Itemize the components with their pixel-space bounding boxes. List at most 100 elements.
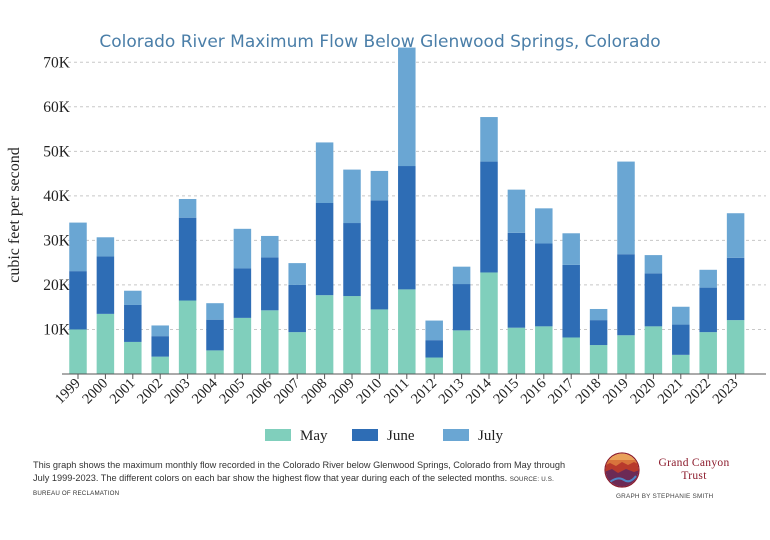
y-tick-label: 10K — [43, 321, 71, 338]
bar-may-2015 — [507, 327, 526, 374]
x-tick-label: 2021 — [655, 376, 687, 408]
logo-line-1: Grand Canyon — [658, 457, 730, 469]
bar-june-2021 — [672, 324, 690, 355]
y-tick-label: 60K — [43, 99, 71, 116]
bar-may-2000 — [96, 313, 115, 374]
bar-may-2023 — [726, 320, 745, 374]
x-tick-label: 2022 — [682, 376, 714, 408]
bar-june-2010 — [370, 200, 389, 310]
x-tick-label: 1999 — [52, 376, 84, 408]
x-tick-label: 2020 — [627, 376, 659, 408]
bar-july-2002 — [151, 325, 169, 337]
x-tick-label: 2002 — [134, 376, 166, 408]
x-tick-label: 2017 — [545, 376, 577, 408]
graph-credit: GRAPH BY STEPHANIE SMITH — [616, 493, 714, 500]
bar-june-2014 — [480, 161, 498, 273]
source-note: SOURCE: U.S. BUREAU OF RECLAMATION — [33, 475, 555, 498]
bar-june-2017 — [562, 264, 580, 338]
x-tick-label: 2003 — [162, 376, 194, 408]
bar-june-2012 — [425, 340, 443, 358]
bar-may-2010 — [370, 309, 389, 374]
bar-may-2001 — [124, 341, 142, 374]
bar-june-2009 — [343, 223, 361, 297]
bar-may-2006 — [261, 310, 279, 374]
bar-july-2011 — [398, 47, 416, 167]
bar-july-2004 — [206, 303, 224, 320]
bar-may-2008 — [315, 295, 334, 374]
bar-june-2007 — [288, 284, 306, 333]
bar-july-2009 — [343, 169, 361, 224]
x-tick-label: 2001 — [107, 376, 139, 408]
bar-may-2019 — [617, 335, 635, 374]
bar-july-2017 — [562, 233, 580, 265]
bar-june-2020 — [644, 273, 663, 327]
y-tick-label: 50K — [43, 143, 71, 160]
legend: May June July — [265, 428, 504, 444]
y-tick-label: 40K — [43, 188, 71, 205]
bar-may-2017 — [562, 337, 580, 374]
chart: Colorado River Maximum Flow Below Glenwo… — [6, 32, 766, 444]
grand-canyon-trust-logo: Grand Canyon Trust — [604, 452, 744, 502]
bar-may-2012 — [425, 357, 443, 374]
bar-may-2009 — [343, 296, 361, 374]
y-tick-label: 20K — [43, 277, 71, 294]
bar-july-2018 — [589, 308, 608, 321]
bar-july-2006 — [261, 235, 279, 258]
x-tick-label: 2016 — [518, 376, 550, 408]
x-tick-label: 2019 — [600, 376, 632, 408]
legend-swatch-june — [352, 429, 378, 441]
bar-july-1999 — [69, 222, 87, 272]
bar-july-2007 — [288, 263, 306, 285]
bar-june-2005 — [233, 268, 252, 318]
bar-july-2000 — [96, 237, 115, 257]
bar-july-2022 — [699, 269, 717, 288]
x-tick-label: 2005 — [216, 376, 248, 408]
bar-may-2018 — [589, 345, 608, 374]
bars — [69, 47, 745, 374]
bar-july-2020 — [644, 255, 663, 274]
x-tick-label: 2014 — [463, 375, 495, 407]
bar-july-2013 — [452, 266, 471, 285]
chart-title: Colorado River Maximum Flow Below Glenwo… — [99, 32, 660, 52]
bar-may-2020 — [644, 326, 663, 374]
bar-june-2011 — [398, 166, 416, 290]
bar-june-1999 — [69, 271, 87, 330]
bar-may-2003 — [178, 300, 197, 374]
y-tick-label: 70K — [43, 54, 71, 71]
logo-line-2: Trust — [681, 470, 707, 482]
x-tick-label: 2012 — [408, 376, 440, 408]
bar-july-2001 — [124, 290, 142, 305]
bar-june-2000 — [96, 256, 115, 314]
bar-june-2013 — [452, 284, 471, 331]
bar-june-2016 — [535, 243, 553, 327]
bar-june-2003 — [178, 217, 197, 301]
x-tick-label: 2011 — [381, 376, 412, 407]
bar-may-2002 — [151, 356, 169, 374]
bar-june-2015 — [507, 232, 526, 328]
bar-july-2014 — [480, 117, 498, 162]
legend-swatch-may — [265, 429, 291, 441]
y-axis-label: cubic feet per second — [6, 147, 23, 282]
x-tick-label: 2015 — [490, 376, 522, 408]
canyon-logo-icon — [604, 452, 640, 488]
caption-text: This graph shows the maximum monthly flo… — [33, 460, 566, 483]
bar-may-1999 — [69, 329, 87, 374]
legend-label-may: May — [300, 428, 328, 444]
legend-swatch-july — [443, 429, 469, 441]
bar-june-2001 — [124, 304, 142, 342]
legend-label-june: June — [387, 428, 415, 444]
bar-july-2019 — [617, 161, 635, 255]
bar-june-2002 — [151, 336, 169, 357]
x-axis-ticks: 1999200020012002200320042005200620072008… — [52, 374, 741, 407]
bar-july-2010 — [370, 170, 389, 201]
bar-may-2007 — [288, 332, 306, 374]
x-tick-label: 2007 — [271, 376, 303, 408]
bar-may-2013 — [452, 330, 471, 374]
bar-july-2015 — [507, 189, 526, 233]
bar-may-2021 — [672, 354, 690, 374]
bar-june-2004 — [206, 319, 224, 351]
bar-july-2003 — [178, 198, 197, 218]
bar-july-2012 — [425, 320, 443, 341]
bar-june-2023 — [726, 257, 745, 321]
bar-july-2023 — [726, 213, 745, 258]
